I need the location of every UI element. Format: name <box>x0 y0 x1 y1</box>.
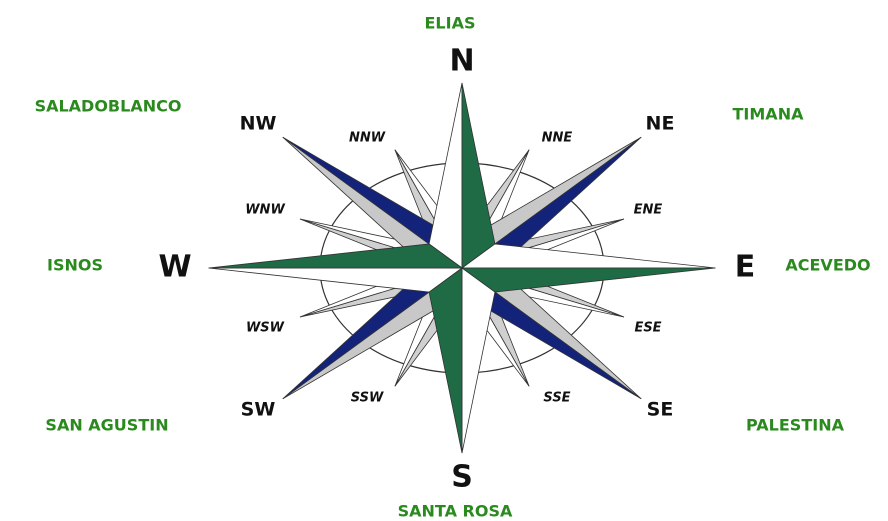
secondary-label: SSW <box>351 391 384 406</box>
place-label: PALESTINA <box>746 416 845 435</box>
secondary-label: NNW <box>349 131 386 146</box>
compass-rose <box>209 83 716 453</box>
compass-diagram: ELIAS TIMANA ACEVEDO PALESTINA SANTA ROS… <box>0 0 888 521</box>
arm-half <box>462 244 715 268</box>
place-label: ISNOS <box>47 256 103 275</box>
intercardinal-label: SE <box>647 399 674 421</box>
arm-half <box>429 268 462 453</box>
cardinal-label: E <box>735 250 756 285</box>
arm-half <box>429 83 462 268</box>
secondary-label: ESE <box>634 321 661 336</box>
arm-half <box>209 244 462 268</box>
place-label: SANTA ROSA <box>398 502 513 521</box>
place-label: ACEVEDO <box>785 256 870 275</box>
arm-half <box>209 268 462 292</box>
place-label: TIMANA <box>733 105 805 124</box>
secondary-label: NNE <box>542 131 573 146</box>
cardinal-label: S <box>451 460 473 495</box>
arm-half <box>462 83 495 268</box>
intercardinal-label: NE <box>646 113 675 135</box>
secondary-label: ENE <box>634 203 663 218</box>
place-label: ELIAS <box>425 14 476 33</box>
place-label: SALADOBLANCO <box>35 97 182 116</box>
cardinal-label: N <box>449 44 474 79</box>
cardinal-label: W <box>158 250 191 285</box>
intercardinal-label: SW <box>241 399 276 421</box>
arm-half <box>462 268 495 453</box>
arm-half <box>462 268 715 292</box>
secondary-label: WSW <box>246 321 285 336</box>
place-label: SAN AGUSTIN <box>45 416 168 435</box>
secondary-label: SSE <box>543 391 570 406</box>
intercardinal-label: NW <box>240 113 277 135</box>
secondary-label: WNW <box>245 203 285 218</box>
